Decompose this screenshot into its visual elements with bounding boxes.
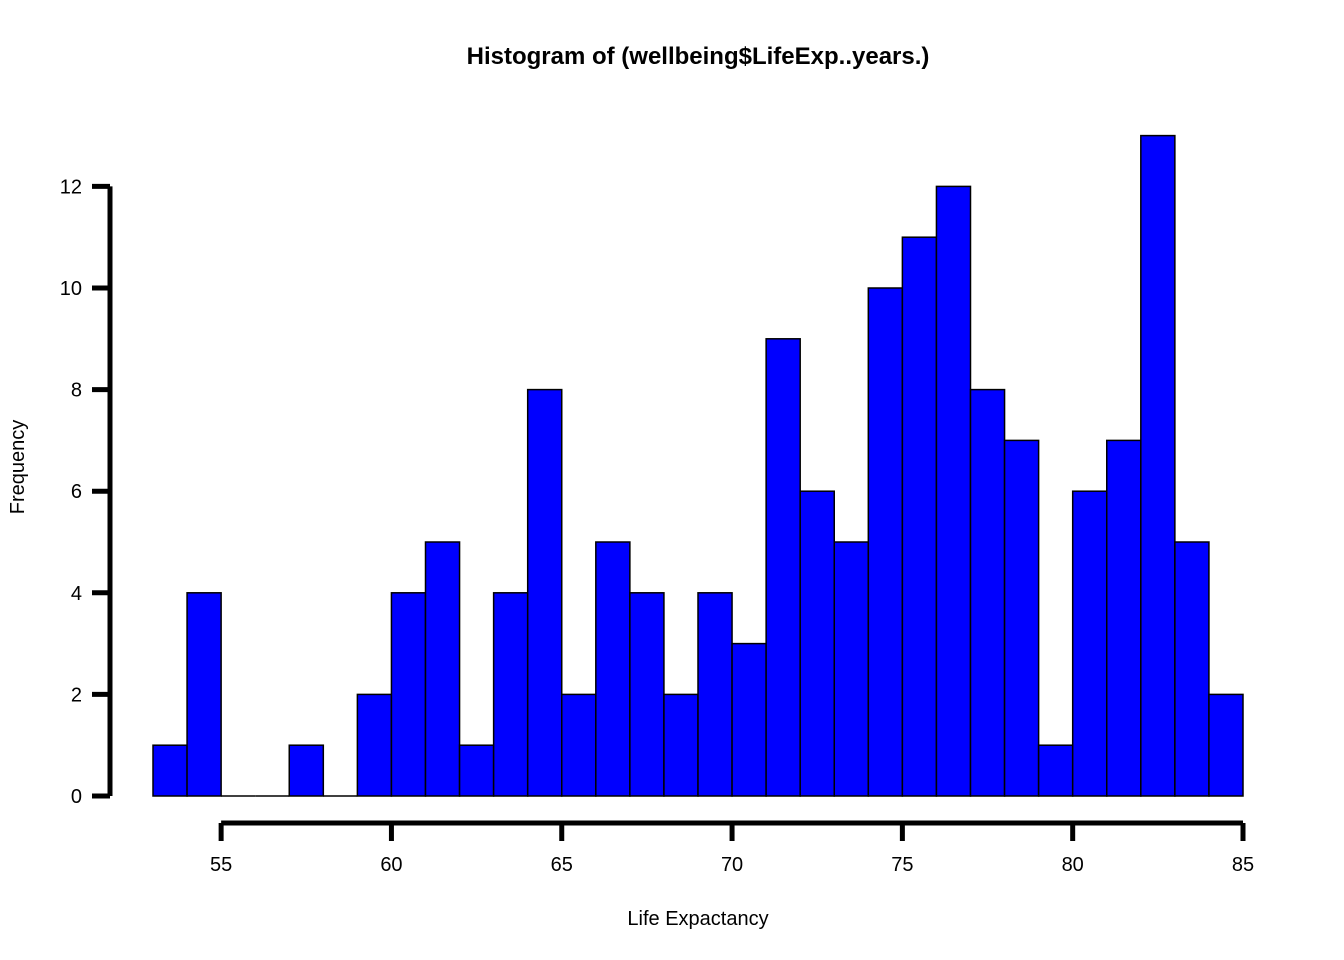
x-tick-label: 75 [891,854,913,876]
histogram-bar [458,744,495,797]
histogram-bar [356,693,393,797]
x-axis-title: Life Expactancy [627,908,768,930]
histogram-bar [629,592,665,797]
histogram-bar [1140,134,1176,797]
histogram-bar [288,744,325,797]
y-tick-label: 8 [71,380,82,402]
histogram-bar [152,744,188,797]
x-tick-label: 55 [210,854,232,876]
histogram-bar [1003,439,1040,797]
histogram-bar [390,592,427,797]
x-tick-label: 65 [551,854,573,876]
x-tick-label: 70 [721,854,743,876]
y-tick-label: 6 [71,481,82,503]
y-tick-label: 10 [60,278,82,300]
histogram-bar [697,592,733,797]
histogram-bar [1106,439,1142,797]
chart-title: Histogram of (wellbeing$LifeExp..years.) [467,43,930,70]
histogram-bar [595,541,631,797]
histogram-bar [901,236,938,797]
y-tick-label: 0 [71,786,82,808]
histogram-bar [1208,693,1244,797]
y-tick-label: 4 [71,583,82,605]
histogram-bar [935,185,972,797]
histogram-bar [561,693,597,797]
histogram-bar [833,541,870,797]
histogram-bar [1174,541,1210,797]
bars-group [152,134,1244,797]
histogram-bar [765,338,801,797]
y-axis-title: Frequency [7,420,29,515]
histogram-bar [799,490,835,797]
histogram-bar [526,388,563,797]
x-tick-label: 85 [1232,854,1254,876]
histogram-bar [186,592,222,797]
histogram-bar [867,287,904,797]
histogram-bar [1071,490,1108,797]
y-tick-label: 12 [60,176,82,198]
histogram-bar [1037,744,1074,797]
x-tick-label: 80 [1062,854,1084,876]
x-tick-label: 60 [380,854,402,876]
y-axis: 0 2 4 6 8 10 12 [60,176,113,808]
histogram-bar [731,642,767,797]
y-tick-label: 2 [71,684,82,706]
x-axis: 55 60 65 70 75 80 85 [210,820,1254,876]
histogram-bar [663,693,699,797]
histogram-bar [969,388,1006,797]
histogram-bar [492,592,529,797]
histogram-bar [424,541,461,797]
